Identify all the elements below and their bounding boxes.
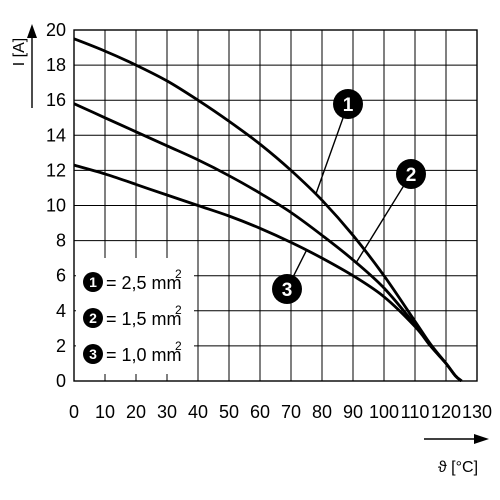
callout-leader-1 (315, 103, 349, 195)
x-tick-label: 100 (369, 402, 399, 422)
y-axis-arrow-head (27, 24, 37, 38)
x-tick-label: 130 (462, 402, 492, 422)
x-tick-label: 30 (157, 402, 177, 422)
x-tick-label: 120 (431, 402, 461, 422)
x-tick-label: 90 (343, 402, 363, 422)
legend-label-superscript: 2 (175, 267, 182, 281)
legend-marker-number: 1 (89, 274, 97, 290)
x-tick-label: 20 (126, 402, 146, 422)
x-tick-label: 0 (69, 402, 79, 422)
legend-marker-3 (83, 344, 103, 364)
grid-lines (73, 29, 478, 382)
y-tick-label: 18 (46, 55, 66, 75)
plot-frame (73, 29, 478, 382)
series-curves (73, 37, 463, 383)
y-tick-label: 12 (46, 160, 66, 180)
y-tick-label: 10 (46, 196, 66, 216)
x-tick-label: 50 (219, 402, 239, 422)
legend-label: = 2,5 mm (106, 273, 182, 293)
callout-marker-3 (272, 274, 302, 304)
y-tick-label: 2 (56, 336, 66, 356)
y-tick-label: 20 (46, 20, 66, 40)
legend-label-superscript: 2 (175, 303, 182, 317)
y-axis-label: I [A] (11, 38, 28, 66)
x-tick-label: 60 (250, 402, 270, 422)
series-callouts: 1 2 3 (272, 89, 426, 304)
x-tick-label: 40 (188, 402, 208, 422)
y-tick-label: 0 (56, 371, 66, 391)
y-tick-label: 8 (56, 231, 66, 251)
legend-marker-number: 3 (89, 346, 97, 362)
callout-number-3: 3 (282, 280, 293, 301)
x-tick-labels: 0 10 20 30 40 50 60 70 80 90 100 110 120 130 (69, 402, 492, 422)
y-tick-label: 6 (56, 266, 66, 286)
legend-label-superscript: 2 (175, 339, 182, 353)
x-tick-label: 10 (95, 402, 115, 422)
x-tick-label: 80 (312, 402, 332, 422)
series-line-3 (73, 163, 463, 383)
y-tick-label: 16 (46, 90, 66, 110)
legend-marker-1 (83, 272, 103, 292)
callout-marker-1 (333, 89, 363, 119)
callout-leader-2 (355, 173, 412, 264)
x-axis-title: ϑ [°C] (424, 434, 489, 476)
x-axis-label: ϑ [°C] (438, 459, 478, 476)
x-axis-arrow-head (474, 434, 489, 444)
y-tick-label: 14 (46, 125, 66, 145)
legend-label: = 1,5 mm (106, 309, 182, 329)
y-axis-title: I [A] (11, 24, 37, 108)
y-tick-labels: 0 2 4 6 8 10 12 14 16 18 20 (46, 20, 66, 391)
callout-number-1: 1 (343, 95, 354, 116)
callout-marker-2 (396, 159, 426, 189)
callout-number-2: 2 (406, 165, 417, 186)
legend-label: = 1,0 mm (106, 345, 182, 365)
legend-marker-2 (83, 308, 103, 328)
y-tick-label: 4 (56, 301, 66, 321)
legend-marker-number: 2 (89, 310, 97, 326)
x-tick-label: 110 (401, 402, 430, 422)
x-tick-label: 70 (281, 402, 301, 422)
